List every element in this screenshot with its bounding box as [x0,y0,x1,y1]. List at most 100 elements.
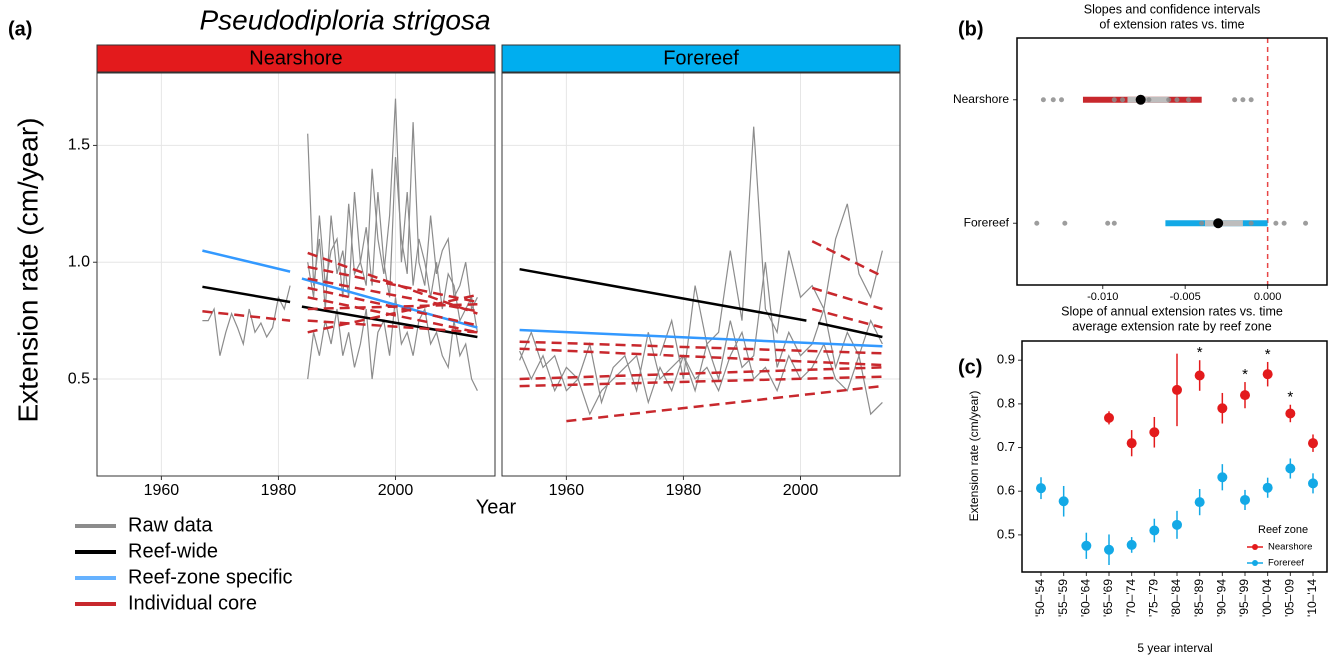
x-tick-label: '95–'99 [1237,579,1251,617]
significance-mark: * [1287,389,1293,406]
core-slope [1232,97,1238,103]
x-tick-label: '00–'04 [1260,579,1274,617]
facet-label: Nearshore [249,47,342,69]
x-tick-label: '75–'79 [1147,579,1161,617]
trend-line [307,251,478,315]
x-tick-label: 1960 [549,482,585,499]
x-tick-label: '50–'54 [1033,579,1047,617]
trend-line [519,366,883,381]
x-tick-label: '70–'74 [1124,579,1138,617]
core-slope [1281,220,1287,226]
x-tick-label: -0.005 [1170,291,1201,303]
trend-line [817,321,883,339]
x-axis-label: 5 year interval [1137,641,1212,655]
y-tick-label: 0.7 [997,439,1015,454]
x-tick-label: '80–'84 [1169,579,1183,617]
point [1172,384,1182,395]
trend-line [307,319,478,334]
x-tick-label: 0.000 [1254,291,1282,303]
y-axis-label: Extension rate (cm/year) [967,391,981,522]
x-axis-label: Year [476,496,517,518]
point [1194,370,1205,381]
point [1126,438,1137,449]
core-slope [1303,220,1309,226]
trend-line [301,305,478,339]
core-slope [1040,97,1046,103]
estimate-point [1135,94,1146,105]
x-tick-label: '90–'94 [1215,579,1229,617]
panel-border [1016,37,1328,286]
trend-line [307,293,478,334]
core-slope [1166,97,1172,103]
x-tick-label: 2000 [378,482,414,499]
panel-background [502,73,900,476]
point [1217,472,1228,483]
legend-label: Reef-wide [128,540,218,562]
y-tick-label: Nearshore [953,92,1009,106]
x-tick-label: 1980 [261,482,297,499]
core-slope [1050,97,1056,103]
core-slope [1248,97,1254,103]
y-tick-label: 0.5 [68,370,90,387]
legend-label: Raw data [128,514,213,536]
trend-line [811,286,883,311]
x-tick-label: '10–'14 [1305,579,1319,617]
point [1240,390,1250,401]
point [1285,408,1296,419]
trend-line [202,310,291,322]
chart-title: Slope of annual extension rates vs. time [1061,304,1283,318]
point [1262,482,1273,493]
legend-title: Reef zone [1258,524,1308,536]
core-slope [1062,220,1068,226]
facet-strip [96,44,496,73]
chart-title: average extension rate by reef zone [1072,319,1271,333]
point [1262,369,1273,380]
estimate-point [1213,218,1224,229]
point [1081,540,1092,551]
core-slope [1111,220,1117,226]
x-tick-label: '85–'89 [1192,579,1206,617]
raw-line [202,285,291,356]
panel-border [1021,340,1328,573]
point [1104,412,1114,423]
legend-swatch [1252,544,1258,550]
raw-line [307,98,478,333]
trend-line [519,328,883,348]
core-slope [1120,97,1126,103]
y-tick-label: 0.5 [997,526,1015,541]
y-tick-label: Forereef [964,215,1010,229]
y-tick-label: 1.0 [68,253,90,270]
x-tick-label: '05–'09 [1283,579,1297,617]
core-slope [1174,97,1180,103]
x-tick-label: '65–'69 [1101,579,1115,617]
core-slope [1240,97,1246,103]
x-tick-label: '55–'59 [1056,579,1070,617]
legend-swatch [1252,560,1258,566]
legend-label: Nearshore [1268,542,1312,553]
trend-line [202,249,291,273]
core-slope [1059,97,1065,103]
trend-line [307,265,478,304]
y-axis-label: Extension rate (cm/year) [12,118,43,423]
panel-border [501,72,901,477]
point [1217,403,1228,414]
point [1308,478,1318,489]
chart-title: of extension rates vs. time [1099,17,1244,31]
raw-line [307,122,478,312]
core-slope [1105,220,1111,226]
x-tick-label: 1980 [666,482,702,499]
trend-line [519,340,883,355]
point [1058,496,1069,507]
core-slope [1111,97,1117,103]
core-slope [1273,220,1279,226]
legend-label: Reef-zone specific [128,566,293,588]
panel-border [96,72,496,477]
panel-label: (b) [958,18,984,40]
trend-line [811,307,883,329]
x-tick-label: -0.010 [1087,291,1118,303]
trend-line [519,347,883,367]
point [1126,539,1137,550]
chart-title: Slopes and confidence intervals [1084,2,1261,16]
y-tick-label: 0.6 [997,483,1015,498]
